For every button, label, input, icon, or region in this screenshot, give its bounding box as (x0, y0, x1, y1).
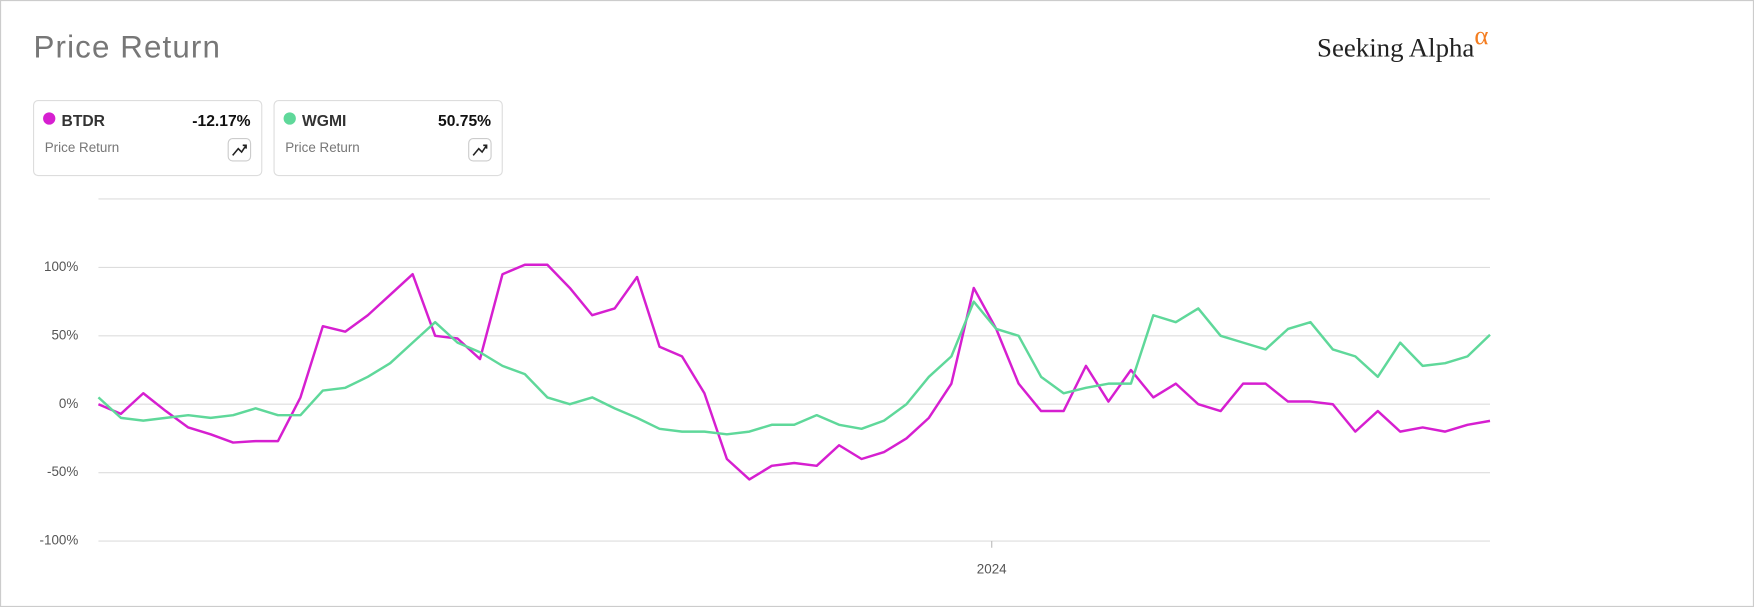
legend-name: WGMI (302, 113, 346, 130)
x-tick-label: 2024 (977, 562, 1007, 577)
legend-caption: Price Return (45, 140, 120, 155)
legend-value: -12.17% (192, 113, 250, 130)
legend-card: WGMI 50.75% Price Return (273, 100, 503, 177)
chart-icon (232, 144, 247, 156)
y-tick-label: -50% (47, 464, 78, 479)
legend-dot (283, 112, 296, 125)
logo: Seeking Alpha (1317, 32, 1474, 62)
legend-dot (43, 112, 56, 125)
logo-mark: α (1474, 20, 1488, 50)
legend-value: 50.75% (438, 113, 491, 130)
legend-name: BTDR (62, 113, 105, 130)
chart-icon (472, 144, 488, 156)
series-line (97, 263, 1491, 481)
legend-card: BTDR -12.17% Price Return (32, 100, 263, 177)
series-line (97, 300, 1491, 436)
y-tick-label: -100% (40, 533, 79, 548)
y-tick-label: 50% (51, 327, 78, 342)
y-tick-label: 100% (44, 259, 78, 274)
chart-title: Price Return (34, 29, 221, 64)
card-box (273, 100, 503, 177)
legend: BTDR -12.17% Price Return WGMI 50.75% Price R… (32, 100, 503, 177)
y-tick-label: 0% (59, 396, 78, 411)
legend-caption: Price Return (285, 140, 360, 155)
card-box (32, 100, 263, 177)
